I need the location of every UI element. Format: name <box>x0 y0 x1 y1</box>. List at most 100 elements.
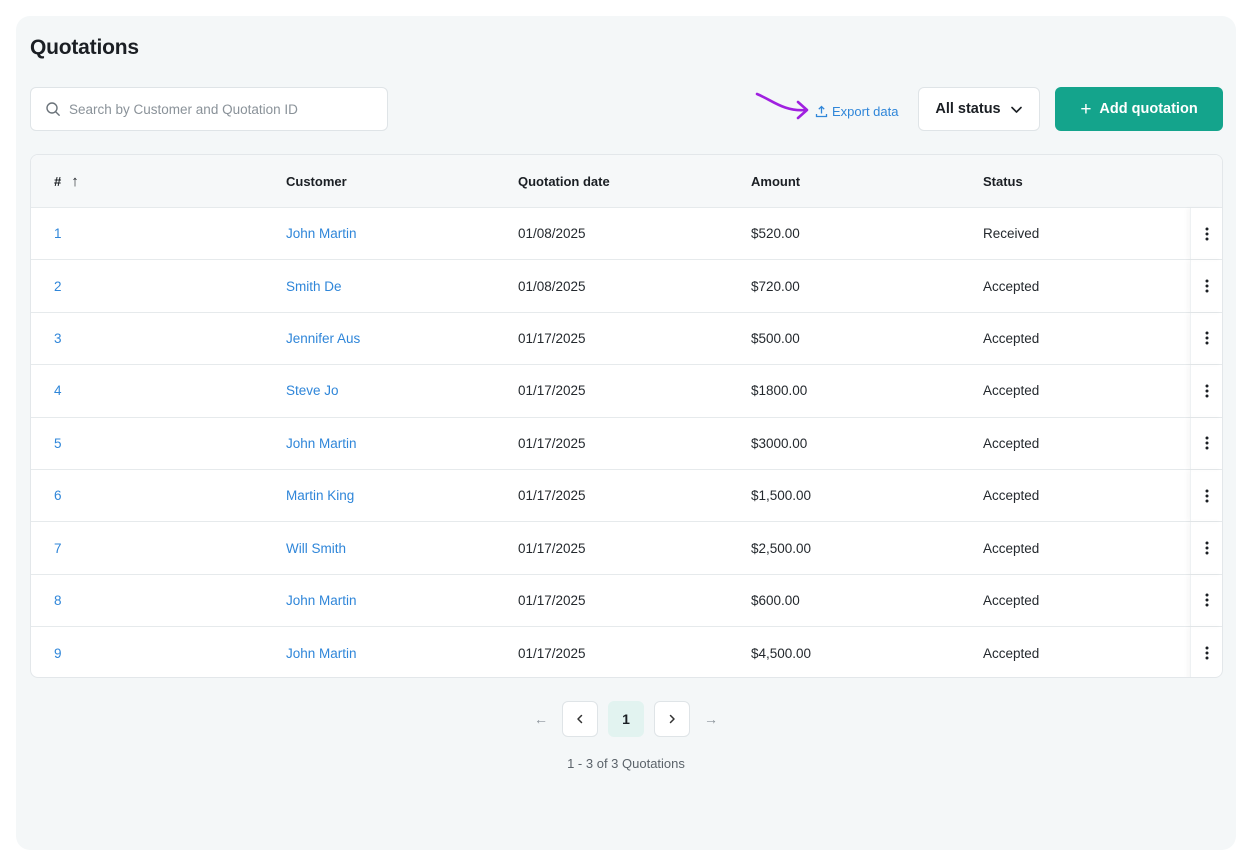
customer-link[interactable]: Jennifer Aus <box>286 330 361 346</box>
status: Received <box>983 226 1040 242</box>
next-page-button[interactable] <box>654 701 690 737</box>
export-data-label: Export data <box>832 103 899 119</box>
sort-up-icon[interactable]: ↑ <box>71 172 79 190</box>
status: Accepted <box>983 383 1040 399</box>
status: Accepted <box>983 540 1040 556</box>
status: Accepted <box>983 592 1040 608</box>
next-page-icon <box>669 714 675 724</box>
page-title: Quotations <box>30 36 139 59</box>
amount: $3000.00 <box>751 435 808 451</box>
customer-link[interactable]: Will Smith <box>286 540 346 556</box>
column-header-customer: Customer <box>286 173 347 189</box>
table-row: 3 Jennifer Aus 01/17/2025 $500.00 Accept… <box>31 312 1222 366</box>
amount: $600.00 <box>751 592 800 608</box>
column-header-id[interactable]: # ↑ <box>54 155 79 207</box>
quotation-id-link[interactable]: 6 <box>54 488 62 504</box>
status-filter-label: All status <box>935 101 1001 117</box>
row-actions-button[interactable] <box>1190 522 1222 574</box>
prev-page-button[interactable] <box>562 701 598 737</box>
customer-link[interactable]: John Martin <box>286 435 357 451</box>
quotation-date: 01/17/2025 <box>518 435 586 451</box>
row-actions-button[interactable] <box>1190 574 1222 627</box>
row-actions-button[interactable] <box>1190 417 1222 469</box>
amount: $2,500.00 <box>751 540 812 556</box>
quotation-id-link[interactable]: 3 <box>54 330 62 346</box>
last-page-icon[interactable]: → <box>704 711 718 727</box>
table-row: 8 John Martin 01/17/2025 $600.00 Accepte… <box>31 574 1222 628</box>
row-actions-button[interactable] <box>1190 365 1222 417</box>
export-data-link[interactable]: Export data <box>815 101 899 121</box>
column-header-label: # <box>54 173 62 189</box>
quotation-id-link[interactable]: 4 <box>54 383 62 399</box>
amount: $1800.00 <box>751 383 808 399</box>
quotation-id-link[interactable]: 8 <box>54 592 62 608</box>
search-box[interactable] <box>30 87 388 131</box>
status-filter-dropdown[interactable]: All status <box>918 87 1040 131</box>
customer-link[interactable]: Martin King <box>286 488 355 504</box>
status: Accepted <box>983 330 1040 346</box>
row-actions-button[interactable] <box>1190 627 1222 677</box>
quotation-date: 01/17/2025 <box>518 488 586 504</box>
kebab-icon <box>1205 646 1208 660</box>
status: Accepted <box>983 645 1040 661</box>
add-quotation-label: Add quotation <box>1099 101 1198 117</box>
quotation-id-link[interactable]: 7 <box>54 540 62 556</box>
status: Accepted <box>983 278 1040 294</box>
chevron-down-icon <box>1010 106 1022 113</box>
customer-link[interactable]: John Martin <box>286 226 357 242</box>
table-row: 1 John Martin 01/08/2025 $520.00 Receive… <box>31 208 1222 261</box>
table-row: 9 John Martin 01/17/2025 $4,500.00 Accep… <box>31 627 1222 677</box>
table-row: 4 Steve Jo 01/17/2025 $1800.00 Accepted <box>31 365 1222 418</box>
plus-icon: + <box>1080 98 1092 120</box>
quotation-date: 01/17/2025 <box>518 645 586 661</box>
table-row: 6 Martin King 01/17/2025 $1,500.00 Accep… <box>31 469 1222 523</box>
quotation-date: 01/17/2025 <box>518 330 586 346</box>
customer-link[interactable]: Smith De <box>286 278 342 294</box>
table-header: # ↑ Customer Quotation date Amount Statu… <box>31 155 1222 208</box>
amount: $720.00 <box>751 278 800 294</box>
status: Accepted <box>983 435 1040 451</box>
kebab-icon <box>1205 279 1208 293</box>
quotations-table: # ↑ Customer Quotation date Amount Statu… <box>30 154 1223 678</box>
amount: $500.00 <box>751 330 800 346</box>
page-button-current[interactable]: 1 <box>608 701 644 737</box>
quotation-date: 01/17/2025 <box>518 592 586 608</box>
column-header-amount: Amount <box>751 173 801 189</box>
search-icon <box>46 102 60 116</box>
row-actions-button[interactable] <box>1190 469 1222 522</box>
quotation-date: 01/08/2025 <box>518 278 586 294</box>
status: Accepted <box>983 488 1040 504</box>
column-header-date: Quotation date <box>518 173 610 189</box>
quotation-id-link[interactable]: 5 <box>54 435 62 451</box>
quotation-id-link[interactable]: 2 <box>54 278 62 294</box>
kebab-icon <box>1205 331 1208 345</box>
quotation-date: 01/08/2025 <box>518 226 586 242</box>
amount: $520.00 <box>751 226 800 242</box>
row-actions-button[interactable] <box>1190 260 1222 312</box>
row-actions-button[interactable] <box>1190 208 1222 260</box>
quotation-date: 01/17/2025 <box>518 383 586 399</box>
kebab-icon <box>1205 593 1208 607</box>
add-quotation-button[interactable]: + Add quotation <box>1055 87 1223 131</box>
customer-link[interactable]: John Martin <box>286 645 357 661</box>
quotation-date: 01/17/2025 <box>518 540 586 556</box>
customer-link[interactable]: John Martin <box>286 592 357 608</box>
quotations-panel: Quotations Export data All status + Add … <box>16 16 1236 850</box>
annotation-arrow-icon <box>755 92 809 120</box>
kebab-icon <box>1205 227 1208 241</box>
amount: $1,500.00 <box>751 488 812 504</box>
row-actions-button[interactable] <box>1190 312 1222 365</box>
quotation-id-link[interactable]: 9 <box>54 645 62 661</box>
kebab-icon <box>1205 541 1208 555</box>
table-row: 7 Will Smith 01/17/2025 $2,500.00 Accept… <box>31 522 1222 575</box>
search-input[interactable] <box>69 101 369 117</box>
customer-link[interactable]: Steve Jo <box>286 383 339 399</box>
pagination-summary: 1 - 3 of 3 Quotations <box>567 756 685 771</box>
amount: $4,500.00 <box>751 645 812 661</box>
prev-page-icon <box>577 714 583 724</box>
quotation-id-link[interactable]: 1 <box>54 226 62 242</box>
upload-icon <box>815 105 828 117</box>
first-page-icon[interactable]: ← <box>534 711 548 727</box>
table-row: 2 Smith De 01/08/2025 $720.00 Accepted <box>31 260 1222 313</box>
kebab-icon <box>1205 436 1208 450</box>
